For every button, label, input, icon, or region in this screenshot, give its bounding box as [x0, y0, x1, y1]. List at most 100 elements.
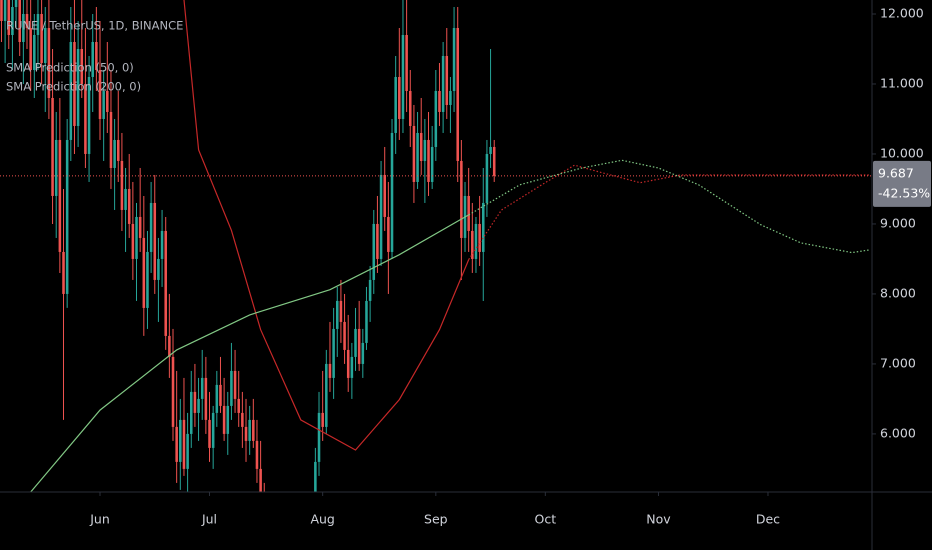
candle-body — [408, 90, 412, 126]
candle-body — [73, 41, 76, 126]
candle-body — [127, 188, 131, 224]
candle-body — [168, 335, 171, 357]
candle-body — [80, 48, 84, 84]
candle-body — [222, 405, 226, 434]
candle-body — [40, 13, 43, 63]
y-tick-label: 12.000 — [880, 5, 924, 20]
legend-entry: SMA Prediction (50, 0) — [6, 61, 134, 75]
candle-body — [138, 216, 142, 238]
candle-body — [208, 419, 211, 448]
candle-body — [346, 349, 350, 378]
candle-body — [131, 223, 135, 259]
candle-body — [11, 6, 14, 35]
candle-body — [7, 0, 11, 35]
x-tick-label: Dec — [756, 512, 780, 527]
candle-body — [51, 97, 54, 196]
candle-body — [387, 216, 390, 252]
candle-body — [489, 146, 492, 154]
y-tick-label: 10.000 — [880, 145, 924, 160]
candle-body — [379, 174, 383, 259]
candle-body — [171, 356, 175, 427]
candle-body — [481, 202, 485, 252]
candle-body — [164, 230, 167, 336]
x-tick-label: Jun — [89, 512, 110, 527]
candle-body — [368, 279, 372, 301]
candle-body — [153, 202, 157, 280]
candle-body — [237, 398, 240, 413]
candle-body — [87, 76, 91, 154]
candle-body — [354, 328, 357, 357]
candle-body — [120, 160, 124, 210]
candle-body — [98, 69, 102, 119]
candle-body — [474, 223, 478, 259]
candle-body — [365, 300, 368, 343]
x-tick-label: Jul — [201, 512, 217, 527]
candle-body — [317, 412, 321, 462]
candle-body — [492, 146, 496, 176]
y-tick-label: 7.000 — [880, 355, 916, 370]
candle-body — [69, 41, 73, 140]
candle-body — [419, 132, 423, 161]
candle-body — [62, 251, 65, 294]
candle-body — [47, 27, 51, 98]
candle-body — [219, 384, 222, 406]
candle-body — [244, 426, 248, 441]
last-price-box — [873, 160, 931, 207]
candle-body — [412, 125, 416, 182]
candle-body — [390, 132, 394, 252]
candle-body — [401, 34, 405, 119]
candle-body — [160, 230, 164, 259]
candle-body — [339, 300, 343, 322]
candle-body — [438, 90, 441, 112]
candle-body — [33, 34, 36, 70]
candle-body — [25, 13, 29, 28]
candle-body — [54, 139, 58, 196]
candle-body — [478, 223, 481, 252]
candle-body — [383, 174, 386, 217]
candle-body — [357, 328, 361, 364]
candle-body — [200, 377, 204, 399]
y-tick-label: 11.000 — [880, 75, 924, 90]
candle-body — [343, 321, 346, 350]
candle-body — [332, 328, 335, 378]
candle-body — [460, 160, 463, 238]
candle-body — [84, 83, 87, 154]
candle-body — [376, 223, 379, 259]
plot-area — [0, 0, 872, 492]
candle-body — [449, 90, 452, 105]
candle-body — [43, 27, 47, 63]
candle-body — [65, 139, 69, 294]
candle-body — [0, 0, 3, 21]
legend-entry: SMA Prediction (200, 0) — [6, 80, 141, 94]
x-tick-label: Nov — [646, 512, 671, 527]
candle-body — [146, 251, 149, 308]
candle-body — [441, 55, 445, 112]
candle-body — [430, 146, 434, 182]
candle-body — [248, 419, 251, 441]
candle-body — [211, 412, 215, 448]
candle-body — [124, 188, 127, 210]
candle-body — [252, 419, 255, 441]
candle-body — [445, 55, 449, 105]
candle-body — [182, 419, 186, 469]
candle-body — [3, 0, 7, 21]
candle-body — [106, 90, 109, 112]
sma-line — [30, 214, 469, 492]
x-tick-label: Sep — [424, 512, 448, 527]
axes: 12.000 11.000 10.000 9.000 8.000 7.000 6.000 Ju… — [89, 5, 924, 526]
candle-body — [372, 223, 376, 280]
candle-body — [102, 90, 105, 119]
candle-body — [361, 342, 365, 364]
candle-body — [157, 258, 160, 280]
y-tick-label: 8.000 — [880, 285, 916, 300]
candle-body — [204, 377, 208, 420]
candle-body — [350, 356, 354, 378]
candle-body — [175, 426, 178, 462]
candle-body — [314, 461, 317, 492]
last-price-label: 9.687 — [878, 165, 914, 180]
candle-body — [22, 13, 25, 42]
y-tick-label: 9.000 — [880, 215, 916, 230]
candle-body — [467, 195, 470, 231]
